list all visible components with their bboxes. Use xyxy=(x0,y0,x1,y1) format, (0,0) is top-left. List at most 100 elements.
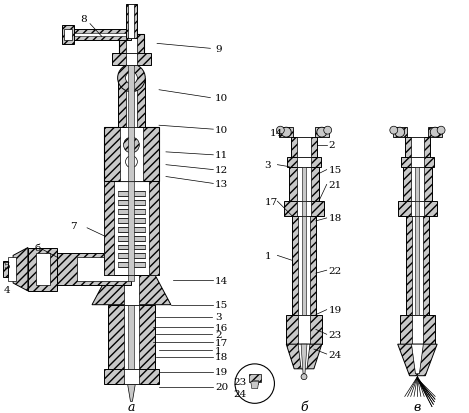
Bar xyxy=(410,202,424,216)
Bar xyxy=(398,202,437,216)
Bar xyxy=(406,216,429,315)
Circle shape xyxy=(126,157,137,168)
Bar xyxy=(416,167,419,202)
Bar xyxy=(118,236,145,241)
Bar xyxy=(77,258,131,281)
Bar xyxy=(302,167,306,202)
Bar xyxy=(297,157,311,167)
Text: 23: 23 xyxy=(233,377,246,386)
Bar xyxy=(118,201,145,206)
Bar xyxy=(410,167,424,202)
Bar xyxy=(104,128,159,182)
Polygon shape xyxy=(128,384,136,401)
Text: 3: 3 xyxy=(265,161,271,170)
Bar xyxy=(126,34,137,64)
Bar xyxy=(297,138,311,157)
Bar xyxy=(302,202,306,216)
Polygon shape xyxy=(411,344,424,374)
Text: 12: 12 xyxy=(215,166,228,175)
Bar xyxy=(315,128,329,138)
Bar xyxy=(104,369,159,384)
Bar xyxy=(297,202,311,216)
Bar xyxy=(286,315,322,344)
Polygon shape xyxy=(251,382,259,389)
Text: 19: 19 xyxy=(329,305,342,314)
Bar xyxy=(416,202,419,216)
Bar xyxy=(410,138,424,157)
Bar xyxy=(64,29,72,41)
Polygon shape xyxy=(286,344,322,369)
Bar xyxy=(104,182,159,275)
Text: 17: 17 xyxy=(215,338,228,347)
Bar xyxy=(302,216,306,315)
Bar xyxy=(118,254,145,259)
Bar xyxy=(108,305,155,384)
Polygon shape xyxy=(92,275,171,305)
Bar xyxy=(129,182,135,275)
Text: 10: 10 xyxy=(215,94,228,103)
Bar xyxy=(284,202,324,216)
Bar xyxy=(72,33,131,38)
Circle shape xyxy=(281,128,291,138)
Bar xyxy=(118,218,145,223)
Circle shape xyxy=(430,128,440,138)
Bar xyxy=(120,128,144,182)
Bar xyxy=(62,26,74,45)
Text: 24: 24 xyxy=(329,350,342,358)
Bar xyxy=(298,216,310,315)
Bar xyxy=(36,254,50,285)
Text: 18: 18 xyxy=(329,214,342,223)
Text: 13: 13 xyxy=(215,180,228,188)
Circle shape xyxy=(324,127,332,135)
Circle shape xyxy=(437,127,445,135)
Bar xyxy=(149,182,159,275)
Text: 14: 14 xyxy=(215,276,228,285)
Text: 19: 19 xyxy=(215,368,228,376)
Bar xyxy=(129,305,135,384)
Circle shape xyxy=(126,73,137,85)
Text: в: в xyxy=(414,400,421,413)
Bar xyxy=(126,54,137,66)
Bar xyxy=(410,157,424,167)
Text: 18: 18 xyxy=(215,353,228,362)
Bar xyxy=(289,167,319,202)
Bar xyxy=(112,54,151,66)
Bar xyxy=(118,227,145,232)
Polygon shape xyxy=(398,344,437,376)
Text: а: а xyxy=(128,400,135,413)
Bar xyxy=(292,216,316,315)
Polygon shape xyxy=(298,344,310,369)
Text: 1: 1 xyxy=(215,346,222,355)
Circle shape xyxy=(395,128,405,138)
Text: 2: 2 xyxy=(329,141,335,150)
Bar xyxy=(400,315,435,344)
Text: 14: 14 xyxy=(270,128,283,137)
Text: 17: 17 xyxy=(265,197,278,206)
Text: 21: 21 xyxy=(329,180,342,190)
Bar xyxy=(411,216,424,315)
Bar xyxy=(72,29,131,41)
Bar xyxy=(403,167,432,202)
Bar xyxy=(118,209,145,214)
Circle shape xyxy=(235,364,274,404)
Bar xyxy=(249,374,261,382)
Polygon shape xyxy=(301,344,307,374)
Bar xyxy=(297,167,311,202)
Text: 24: 24 xyxy=(233,389,246,398)
Bar xyxy=(126,5,137,39)
Text: 3: 3 xyxy=(215,312,222,321)
Bar xyxy=(411,315,424,344)
Text: б: б xyxy=(35,243,41,252)
Bar xyxy=(298,315,310,344)
Text: б: б xyxy=(300,400,308,413)
Circle shape xyxy=(123,138,139,154)
Text: 2: 2 xyxy=(215,330,222,339)
Bar xyxy=(405,138,430,157)
Bar xyxy=(118,79,145,128)
Text: 15: 15 xyxy=(329,166,342,175)
Bar xyxy=(118,192,145,197)
Bar xyxy=(118,245,145,250)
Bar xyxy=(129,128,135,182)
Text: 20: 20 xyxy=(215,382,228,391)
Circle shape xyxy=(301,374,307,380)
